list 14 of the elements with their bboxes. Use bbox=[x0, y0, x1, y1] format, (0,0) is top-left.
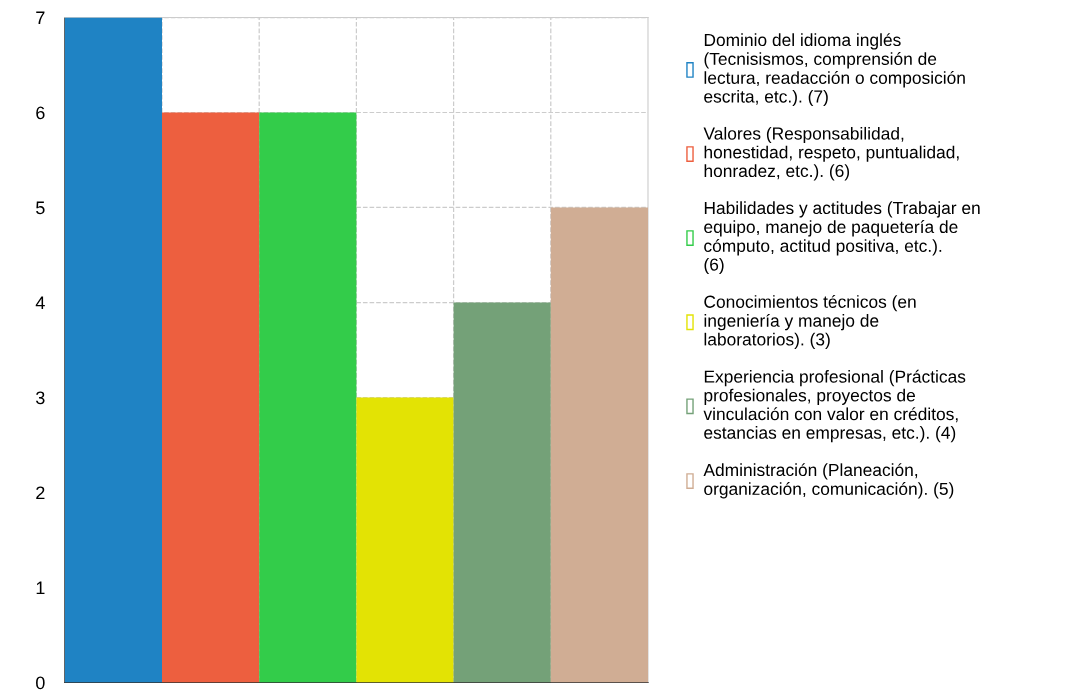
y-tick-label: 2 bbox=[36, 486, 45, 500]
legend-label: Experiencia profesional (Prácticas profesionales, proyectos de vinculación con valor en créditos, estancias en empresas, etc.). (4) bbox=[703, 369, 966, 443]
legend-label: Habilidades y actitudes (Trabajar en equipo, manejo de paquetería de cómputo, actitud positiva, etc.). (6) bbox=[704, 201, 980, 275]
y-tick-label: 7 bbox=[36, 11, 45, 25]
y-tick-label: 6 bbox=[36, 106, 45, 120]
y-tick-label: 0 bbox=[36, 676, 45, 690]
legend-label: Conocimientos técnicos (en ingeniería y manejo de laboratorios). (3) bbox=[704, 294, 916, 349]
legend-label: Dominio del idioma inglés (Tecnisismos, comprensión de lectura, readacción o composición escrita, etc.). (7) bbox=[704, 33, 965, 107]
y-tick-label: 1 bbox=[36, 581, 45, 595]
y-tick-label: 4 bbox=[35, 296, 45, 310]
y-tick-label: 5 bbox=[36, 201, 45, 215]
legend-label: Valores (Responsabilidad, honestidad, respeto, puntualidad, honradez, etc.). (6) bbox=[703, 126, 959, 181]
y-tick-label: 3 bbox=[36, 391, 45, 405]
legend-label: Administración (Planeación, organización, comunicación). (5) bbox=[703, 463, 954, 499]
